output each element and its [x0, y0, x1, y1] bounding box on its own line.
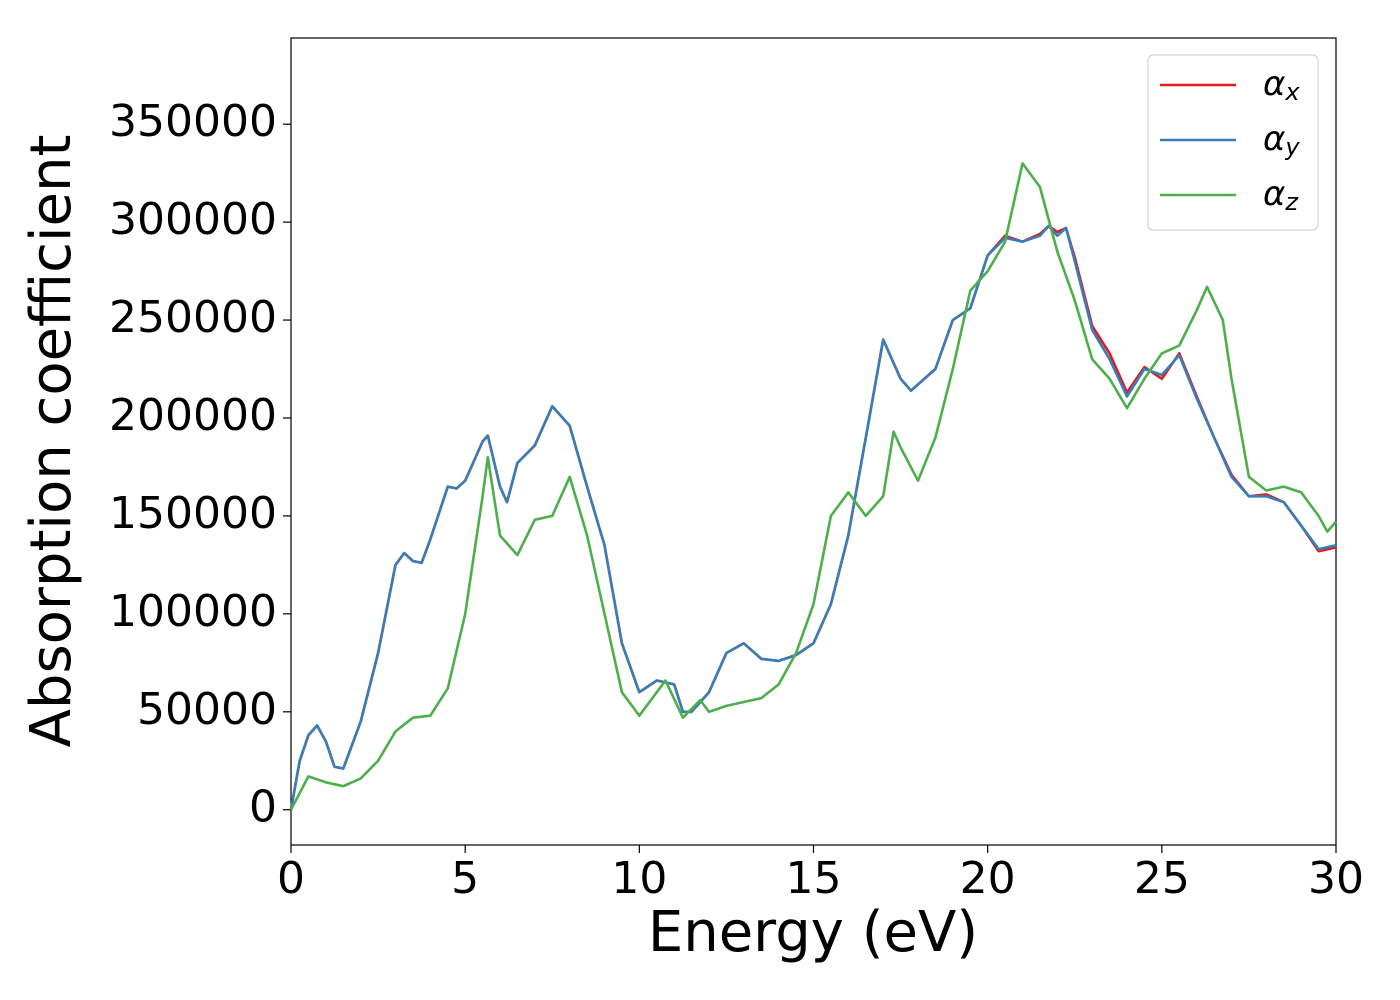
y-tick-label: 150000 — [109, 488, 277, 539]
x-tick-label: 30 — [1308, 853, 1364, 904]
legend-box — [1147, 54, 1319, 231]
y-tick-label: 200000 — [109, 390, 277, 441]
x-tick-label: 0 — [277, 853, 305, 904]
y-axis-label: Absorption coefficient — [19, 135, 84, 748]
x-tick-label: 25 — [1134, 853, 1190, 904]
x-tick-label: 20 — [960, 853, 1016, 904]
y-tick-label: 300000 — [109, 194, 277, 245]
y-tick-label: 50000 — [137, 684, 277, 735]
y-tick-label: 0 — [249, 782, 277, 833]
x-axis-label: Energy (eV) — [648, 900, 978, 965]
series-line — [289, 224, 1337, 810]
y-tick-label: 100000 — [109, 586, 277, 637]
series-line — [289, 162, 1337, 811]
x-tick-label: 5 — [451, 853, 479, 904]
legend-label: αz — [1263, 174, 1299, 217]
legend-label: αx — [1263, 64, 1300, 107]
x-tick-label: 15 — [786, 853, 842, 904]
legend-label: αy — [1263, 119, 1300, 162]
series-line — [289, 224, 1337, 810]
y-tick-label: 350000 — [109, 96, 277, 147]
y-tick-label: 250000 — [109, 292, 277, 343]
x-tick-label: 10 — [611, 853, 667, 904]
